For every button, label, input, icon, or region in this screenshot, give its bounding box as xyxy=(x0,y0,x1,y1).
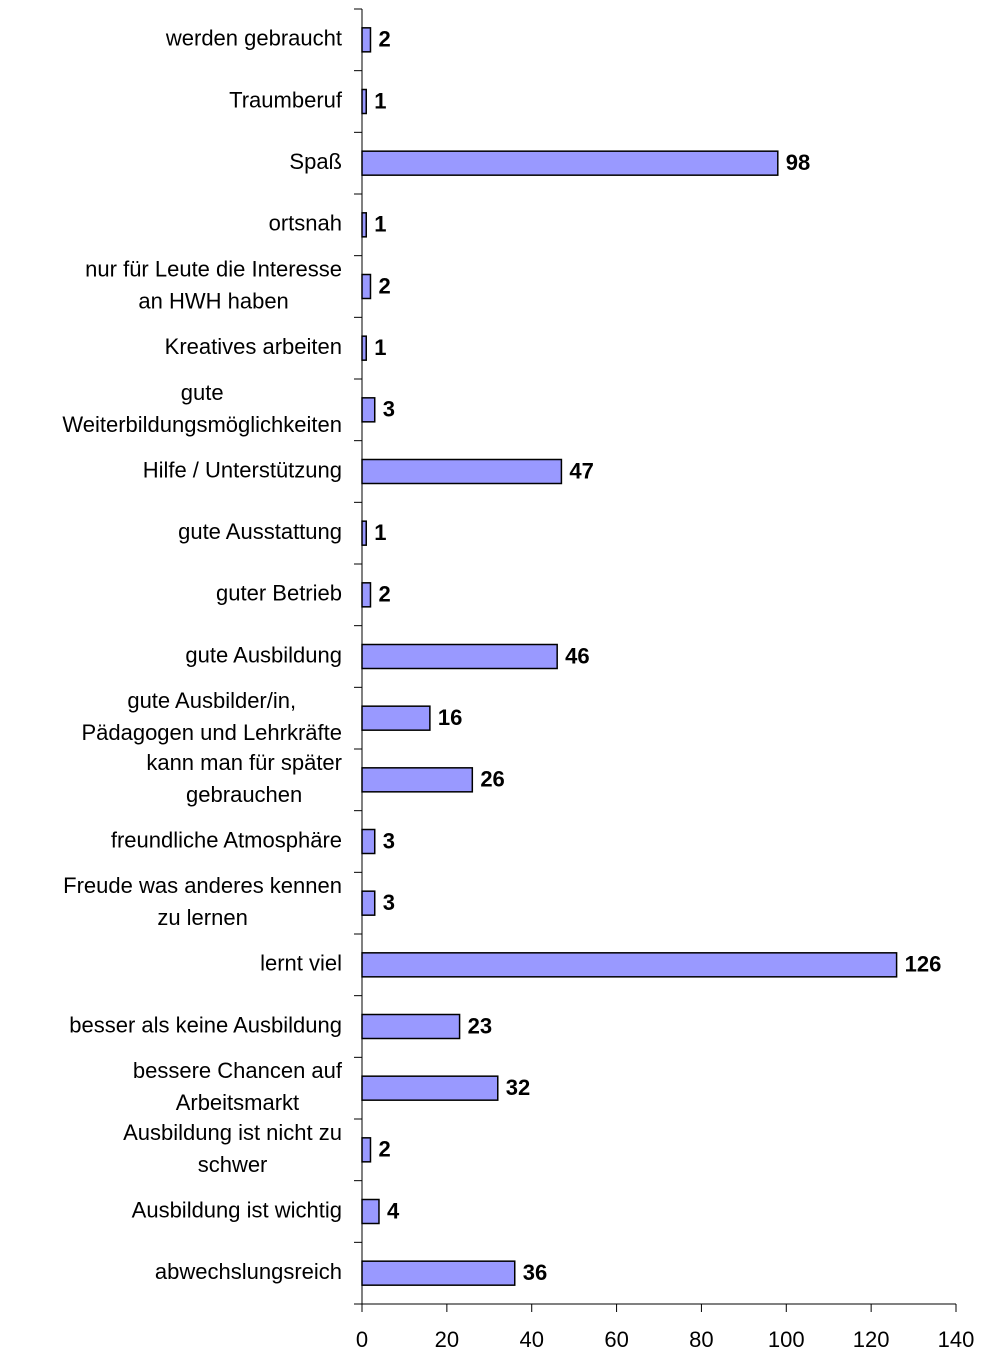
bar xyxy=(361,1137,372,1163)
value-label: 126 xyxy=(905,952,942,977)
x-tick-label: 40 xyxy=(519,1327,543,1352)
bar xyxy=(361,150,779,176)
bar xyxy=(361,397,376,423)
value-label: 36 xyxy=(523,1260,547,1285)
bar xyxy=(361,643,558,670)
value-label: 3 xyxy=(383,890,395,915)
value-label: 16 xyxy=(438,705,462,730)
bar xyxy=(361,212,367,238)
y-tick-label: Kreatives arbeiten xyxy=(165,334,342,359)
x-tick-label: 60 xyxy=(604,1327,628,1352)
x-tick-label: 0 xyxy=(356,1327,368,1352)
label-line: schwer xyxy=(198,1152,268,1177)
bar xyxy=(361,828,376,855)
value-label: 32 xyxy=(506,1075,530,1100)
x-tick-label: 80 xyxy=(689,1327,713,1352)
x-tick-label: 20 xyxy=(435,1327,459,1352)
y-tick-label: abwechslungsreich xyxy=(155,1259,342,1284)
bar xyxy=(361,1075,499,1101)
bar xyxy=(361,1260,516,1286)
y-tick-label: guter Betrieb xyxy=(216,581,342,606)
label-line: kann man für später xyxy=(146,750,342,775)
label-line: zu lernen xyxy=(157,905,248,930)
label-line: an HWH haben xyxy=(138,288,288,313)
bar xyxy=(361,273,372,300)
bar xyxy=(361,952,898,978)
label-line: Arbeitsmarkt xyxy=(176,1090,299,1115)
value-label: 2 xyxy=(378,1137,390,1162)
bar xyxy=(361,88,367,115)
x-tick-label: 100 xyxy=(768,1327,805,1352)
bar xyxy=(361,27,372,53)
value-label: 3 xyxy=(383,397,395,422)
y-tick-label: gute Weiterbildungsmöglichkeiten xyxy=(62,380,342,437)
value-label: 4 xyxy=(387,1198,400,1223)
value-label: 26 xyxy=(480,767,504,792)
label-line: bessere Chancen auf xyxy=(133,1058,343,1083)
value-label: 2 xyxy=(378,273,390,298)
y-tick-label: nur für Leute die Interesse an HWH haben xyxy=(85,256,342,313)
bar xyxy=(361,705,431,731)
value-label: 2 xyxy=(378,27,390,52)
y-tick-label: lernt viel xyxy=(260,951,342,976)
y-tick-label: Ausbildung ist nicht zu schwer xyxy=(123,1120,342,1177)
bar xyxy=(361,335,367,361)
value-label: 2 xyxy=(378,582,390,607)
y-tick-label: gute Ausbildung xyxy=(185,642,342,667)
value-label: 46 xyxy=(565,643,589,668)
label-line: nur für Leute die Interesse xyxy=(85,256,342,281)
y-tick-label: Spaß xyxy=(289,149,342,174)
bar xyxy=(361,1198,380,1225)
y-tick-label: gute Ausstattung xyxy=(178,519,342,544)
bar xyxy=(361,767,474,793)
label-line: gute xyxy=(181,380,224,405)
bar xyxy=(361,1013,461,1040)
y-tick-label: bessere Chancen auf Arbeitsmarkt xyxy=(133,1058,343,1115)
y-tick-label: freundliche Atmosphäre xyxy=(111,827,342,852)
value-label: 1 xyxy=(374,520,386,545)
x-tick-label: 140 xyxy=(938,1327,975,1352)
x-tick-label: 120 xyxy=(853,1327,890,1352)
y-tick-label: Ausbildung ist wichtig xyxy=(132,1197,342,1222)
value-label: 47 xyxy=(569,458,593,483)
value-label: 1 xyxy=(374,335,386,360)
value-label: 3 xyxy=(383,828,395,853)
y-tick-label: Hilfe / Unterstützung xyxy=(143,457,342,482)
label-line: Freude was anderes kennen xyxy=(63,873,342,898)
bar xyxy=(361,520,367,546)
y-tick-label: kann man für später gebrauchen xyxy=(146,750,342,807)
label-line: Pädagogen und Lehrkräfte xyxy=(81,720,342,745)
bar xyxy=(361,458,563,485)
y-tick-label: werden gebraucht xyxy=(165,26,342,51)
value-label: 1 xyxy=(374,88,386,113)
y-tick-label: Traumberuf xyxy=(229,87,343,112)
y-tick-label: Freude was anderes kennen zu lernen xyxy=(63,873,342,930)
value-label: 1 xyxy=(374,212,386,237)
label-line: Ausbildung ist nicht zu xyxy=(123,1120,342,1145)
label-line: Weiterbildungsmöglichkeiten xyxy=(62,412,342,437)
label-line: gute Ausbilder/in, xyxy=(127,688,296,713)
y-tick-label: gute Ausbilder/in, Pädagogen und Lehrkräf… xyxy=(81,688,342,745)
y-tick-label: ortsnah xyxy=(269,211,342,236)
bar xyxy=(361,582,372,608)
bar xyxy=(361,890,376,916)
y-tick-label: besser als keine Ausbildung xyxy=(69,1012,342,1037)
value-label: 23 xyxy=(468,1013,492,1038)
value-label: 98 xyxy=(786,150,810,175)
label-line: gebrauchen xyxy=(186,782,302,807)
